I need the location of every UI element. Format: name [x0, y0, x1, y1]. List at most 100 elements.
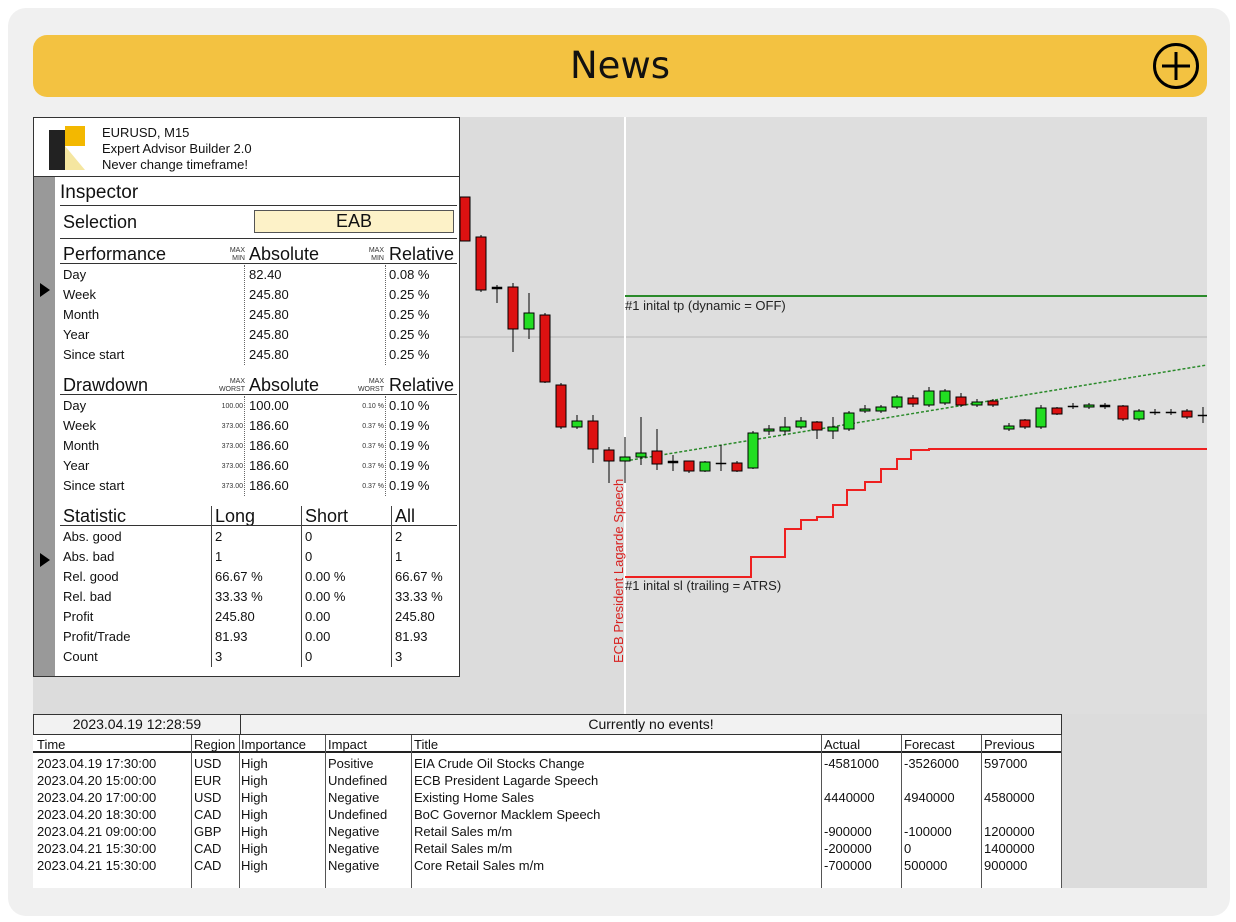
candle [507, 283, 519, 352]
statistic-long-value: 245.80 [215, 609, 255, 624]
selection-field[interactable]: EAB [254, 210, 454, 233]
drawdown-worst-relative: 0.37 % [362, 423, 384, 430]
expand-arrow-icon[interactable] [40, 553, 50, 567]
tp-label: #1 inital tp (dynamic = OFF) [625, 298, 786, 313]
candle [1003, 423, 1015, 431]
news-table: 2023.04.19 12:28:59 Currently no events!… [33, 714, 1062, 888]
col-previous: Previous [984, 737, 1035, 752]
statistic-long-value: 1 [215, 549, 223, 564]
candle [555, 383, 567, 429]
performance-relative-value: 0.08 % [389, 267, 430, 282]
news-row[interactable]: 2023.04.20 18:30:00 CAD High Undefined BoC G… [33, 806, 1062, 823]
statistic-short-value: 0 [305, 649, 313, 664]
news-cell-forecast: 500000 [904, 858, 948, 873]
performance-absolute-value: 245.80 [249, 287, 289, 302]
col-actual: Actual [824, 737, 861, 752]
news-cell-forecast: -100000 [904, 824, 952, 839]
candle [827, 417, 839, 439]
candle [571, 415, 583, 429]
candle [907, 395, 919, 407]
statistic-long-value: 33.33 % [215, 589, 263, 604]
drawdown-absolute-value: 100.00 [249, 398, 289, 413]
event-label: ECB President Lagarde Speech [611, 478, 626, 663]
news-cell-importance: High [241, 841, 268, 856]
candle [875, 405, 887, 413]
chart-area[interactable]: #1 inital tp (dynamic = OFF) #1 inital s… [33, 117, 1207, 888]
statistic-long-heading: Long [215, 506, 256, 526]
news-cell-title: ECB President Lagarde Speech [414, 773, 599, 788]
drawdown-row-label: Month [63, 438, 100, 453]
col-time: Time [37, 737, 66, 752]
inspector-title: Inspector [60, 182, 139, 203]
performance-relative-heading: Relative [389, 244, 455, 264]
performance-absolute-value: 245.80 [249, 307, 289, 322]
drawdown-relative-heading: Relative [389, 375, 455, 395]
drawdown-worst-absolute: 373.00 [221, 463, 243, 470]
news-cell-impact: Negative [328, 790, 380, 805]
plus-circle-icon[interactable] [1153, 43, 1199, 89]
price-chart[interactable] [33, 117, 1207, 888]
performance-maxmin: MAX MIN [229, 247, 245, 262]
statistic-long-value: 2 [215, 529, 223, 544]
drawdown-relative-value: 0.19 % [389, 438, 430, 453]
statistic-all-value: 33.33 % [395, 589, 443, 604]
drawdown-worst-relative: 0.37 % [362, 443, 384, 450]
drawdown-absolute-value: 186.60 [249, 478, 289, 493]
drawdown-absolute-value: 186.60 [249, 438, 289, 453]
statistic-all-value: 1 [395, 549, 403, 564]
candle [763, 425, 775, 435]
drawdown-row-label: Day [63, 398, 87, 413]
col-region: Region [194, 737, 236, 752]
symbol-text: EURUSD, M15 [102, 125, 190, 140]
performance-absolute-value: 82.40 [249, 267, 282, 282]
statistic-all-heading: All [395, 506, 416, 526]
expand-arrow-icon[interactable] [40, 283, 50, 297]
statistic-short-value: 0 [305, 529, 313, 544]
drawdown-worst-absolute: 100.00 [221, 403, 243, 410]
inspector-panel: Inspector Selection EAB Performance MAX M… [33, 177, 460, 677]
candle [651, 429, 663, 470]
news-row[interactable]: 2023.04.20 17:00:00 USD High Negative Existi… [33, 789, 1062, 806]
performance-maxmin-rel: MAX MIN [368, 247, 384, 262]
sl-label: #1 inital sl (trailing = ATRS) [625, 578, 782, 593]
ea-info-box: EURUSD, M15 Expert Advisor Builder 2.0 N… [33, 117, 460, 177]
drawdown-row-label: Since start [63, 478, 125, 493]
news-body: 2023.04.19 17:30:00 USD High Positive EIA Cr… [33, 755, 1062, 874]
news-cell-importance: High [241, 790, 268, 805]
news-cell-region: CAD [194, 841, 222, 856]
drawdown-worst-absolute: 373.00 [221, 443, 243, 450]
performance-relative-value: 0.25 % [389, 347, 430, 362]
candle [1051, 407, 1063, 415]
news-row[interactable]: 2023.04.19 17:30:00 USD High Positive EIA Cr… [33, 755, 1062, 772]
news-row[interactable]: 2023.04.21 15:30:00 CAD High Negative Core R… [33, 857, 1062, 874]
news-row[interactable]: 2023.04.21 15:30:00 CAD High Negative Retail… [33, 840, 1062, 857]
candles [459, 196, 1207, 483]
news-cell-impact: Negative [328, 841, 380, 856]
candle [699, 461, 711, 472]
news-cell-actual: -900000 [824, 824, 872, 839]
statistic-short-value: 0.00 [305, 609, 331, 624]
news-cell-region: EUR [194, 773, 222, 788]
candle [811, 421, 823, 439]
news-row[interactable]: 2023.04.20 15:00:00 EUR High Undefined ECB P… [33, 772, 1062, 789]
candle [459, 196, 471, 242]
news-status: Currently no events! [240, 714, 1062, 735]
candle [475, 235, 487, 292]
drawdown-worst-relative: 0.37 % [362, 463, 384, 470]
statistic-all-value: 3 [395, 649, 403, 664]
news-cell-importance: High [241, 807, 268, 822]
candle [683, 460, 695, 473]
statistic-short-value: 0.00 % [305, 589, 346, 604]
statistic-long-value: 3 [215, 649, 223, 664]
news-cell-forecast: -3526000 [904, 756, 959, 771]
performance-row-label: Month [63, 307, 100, 322]
news-cell-impact: Undefined [328, 773, 388, 788]
drawdown-absolute-heading: Absolute [249, 375, 320, 395]
candle [971, 399, 983, 407]
performance-row-label: Since start [63, 347, 125, 362]
news-row[interactable]: 2023.04.21 09:00:00 GBP High Negative Retail… [33, 823, 1062, 840]
candle [1099, 403, 1111, 409]
news-cell-title: Existing Home Sales [414, 790, 534, 805]
selection-label: Selection [63, 212, 138, 232]
candle [731, 461, 743, 472]
